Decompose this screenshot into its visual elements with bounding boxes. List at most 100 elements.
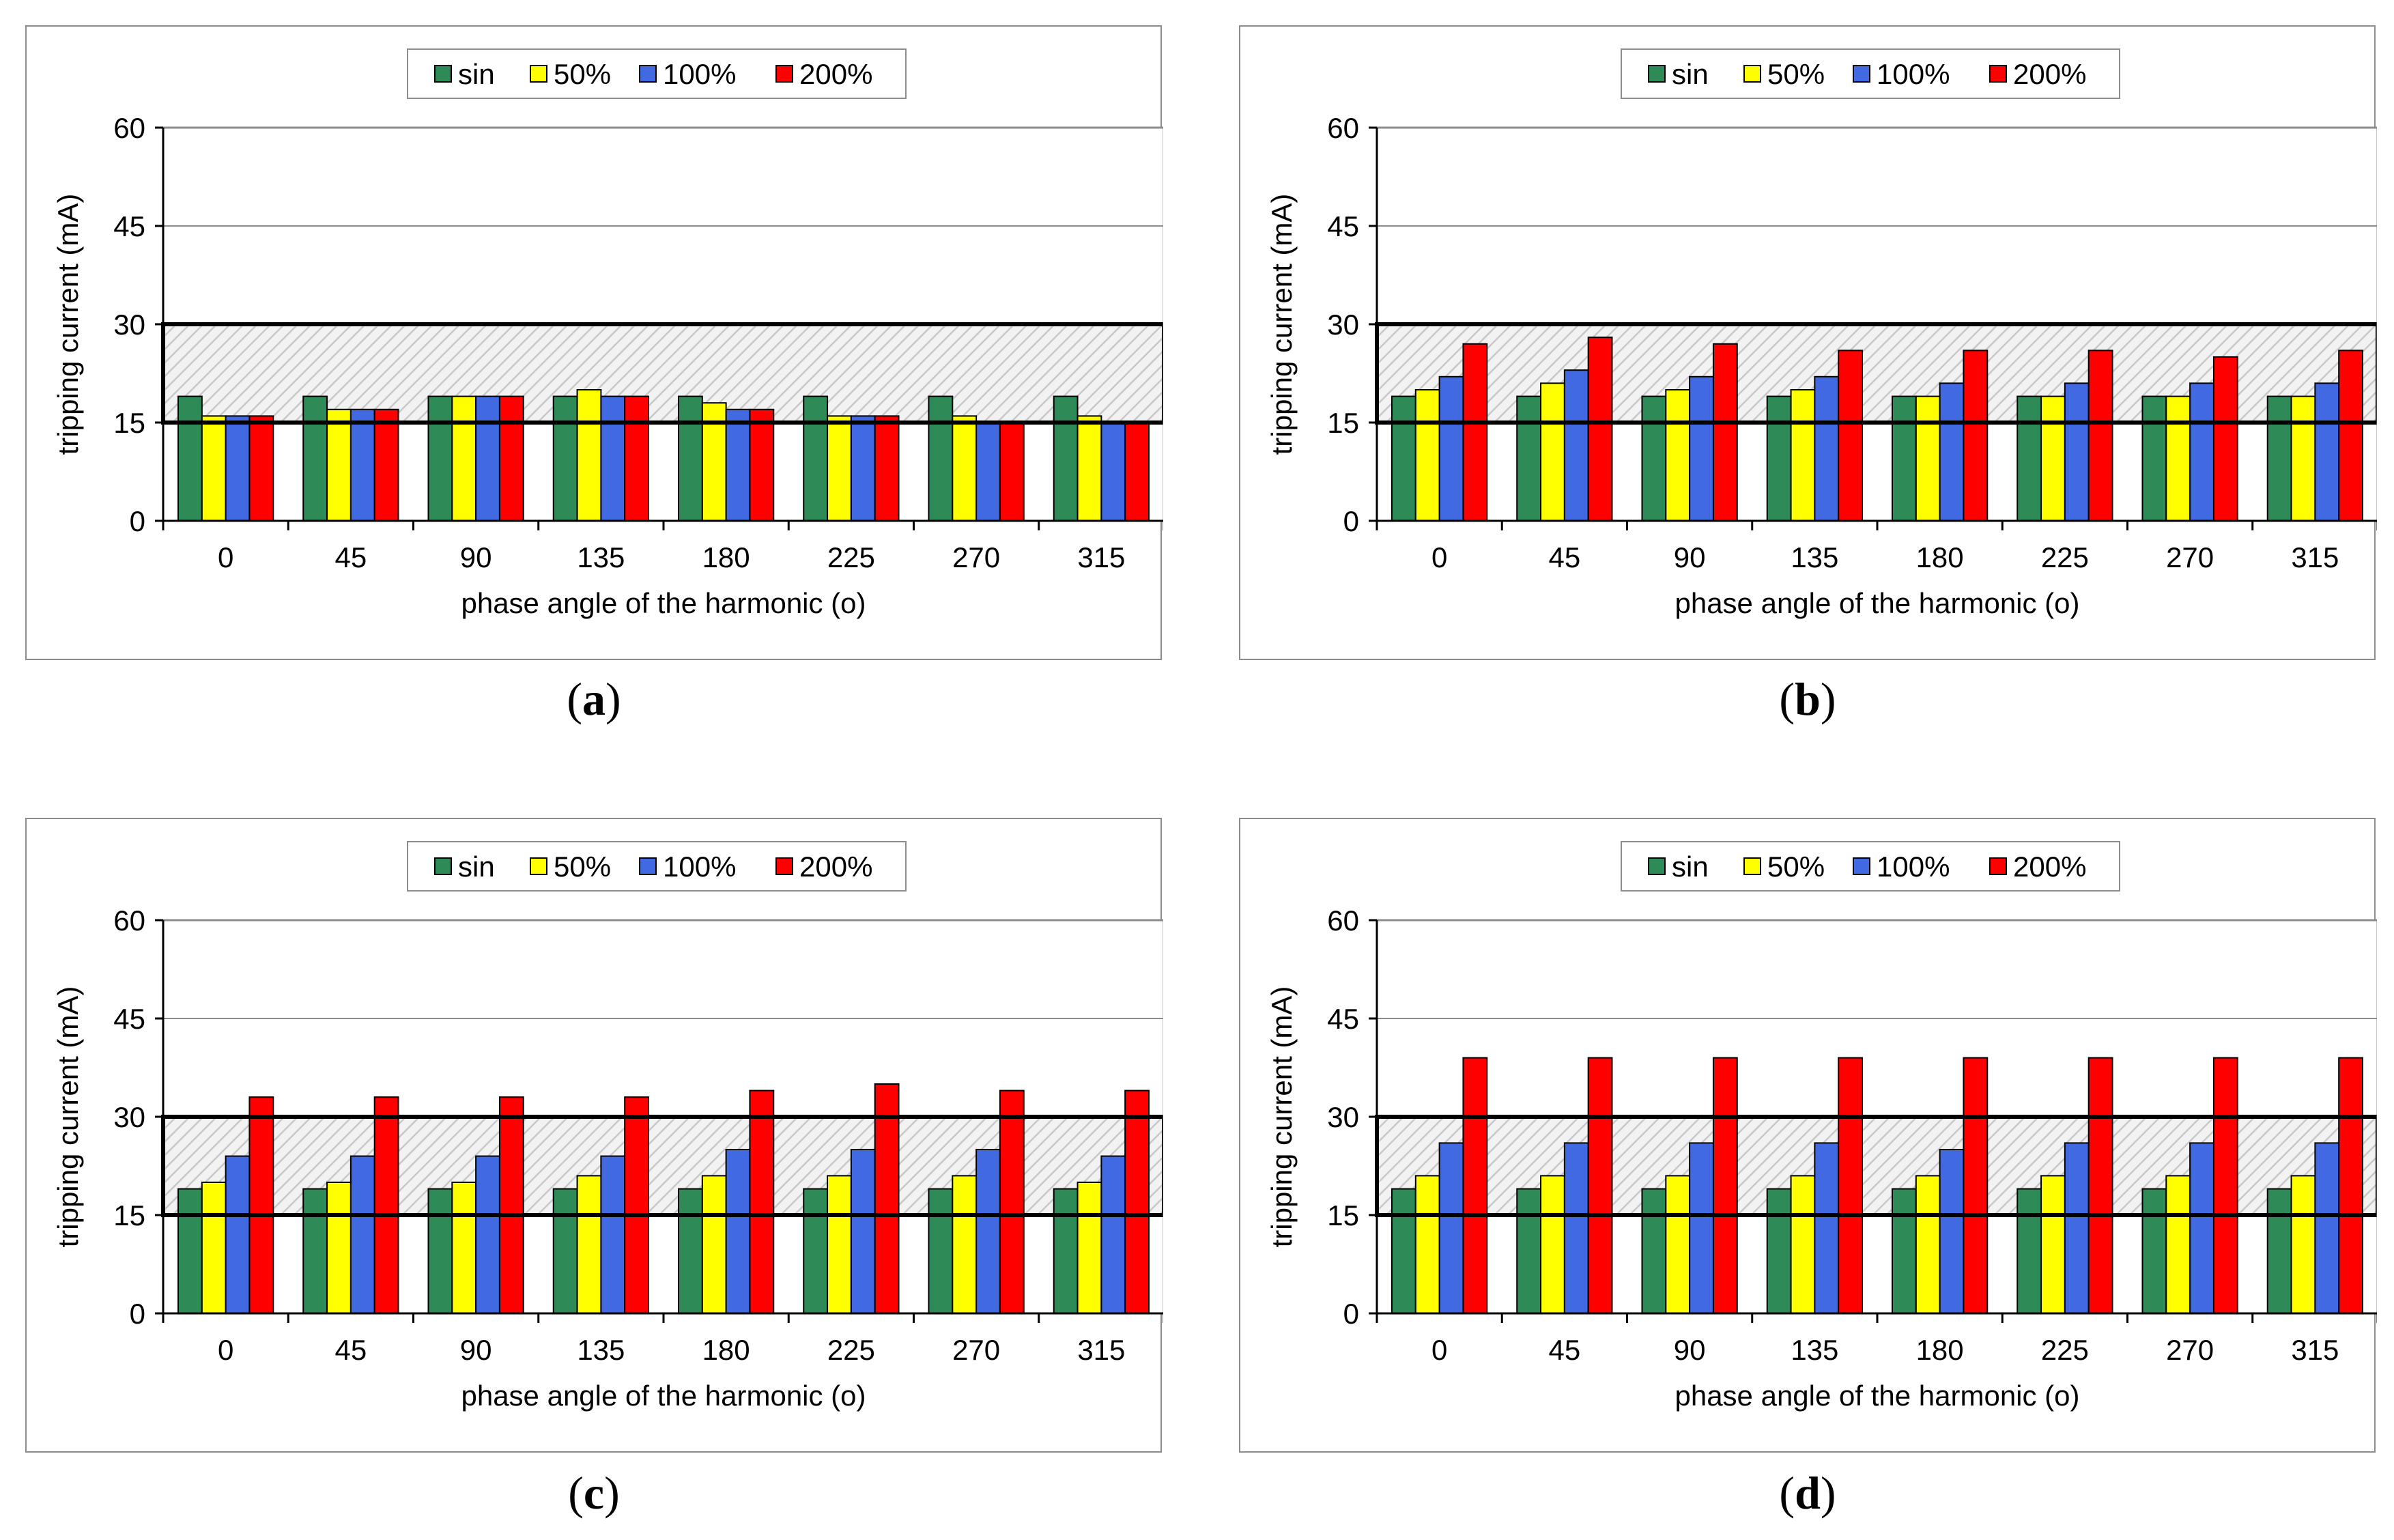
legend-swatch bbox=[1743, 65, 1761, 83]
bar bbox=[498, 1096, 524, 1314]
bar bbox=[952, 1175, 978, 1315]
legend-label: 100% bbox=[1877, 58, 1950, 90]
chart-panel-a: 0 15 30 45 60 0 45 90 135 180 225 270 315 phase angle… bbox=[25, 25, 1163, 660]
bar bbox=[827, 1175, 852, 1315]
bar bbox=[225, 1155, 251, 1314]
legend-swatch bbox=[775, 857, 793, 875]
bar bbox=[552, 1188, 578, 1314]
bar bbox=[952, 415, 978, 522]
bar bbox=[302, 395, 328, 522]
y-tick-label: 0 bbox=[1343, 505, 1359, 537]
legend-swatch bbox=[639, 65, 657, 83]
caption-b: (b) bbox=[1779, 673, 1836, 725]
bar bbox=[2266, 1188, 2292, 1314]
y-tick-label: 30 bbox=[113, 1101, 145, 1133]
bar bbox=[1587, 337, 1613, 522]
x-axis-label: phase angle of the harmonic (o) bbox=[1675, 587, 2079, 619]
bar bbox=[600, 395, 626, 522]
bar bbox=[498, 395, 524, 522]
bar bbox=[248, 415, 274, 522]
x-tick-label: 135 bbox=[1791, 541, 1838, 573]
bar bbox=[1766, 395, 1792, 522]
bar bbox=[326, 1182, 352, 1314]
x-tick-label: 0 bbox=[1431, 541, 1447, 573]
x-tick-label: 45 bbox=[1549, 541, 1581, 573]
bar bbox=[749, 1089, 775, 1314]
bar bbox=[576, 389, 602, 522]
y-tick-label: 30 bbox=[1327, 1101, 1359, 1133]
bar bbox=[874, 1083, 900, 1314]
bar bbox=[2017, 395, 2042, 522]
y-tick-label: 60 bbox=[1327, 112, 1359, 144]
legend: sin 50% 100% 200% bbox=[407, 841, 907, 892]
bar bbox=[1053, 395, 1079, 522]
bar bbox=[1641, 1188, 1667, 1314]
bar bbox=[1391, 1188, 1416, 1314]
y-axis-label: tripping current (mA) bbox=[1266, 986, 1298, 1248]
bar bbox=[1665, 389, 1691, 522]
bar bbox=[201, 415, 227, 522]
bar bbox=[552, 395, 578, 522]
legend-box bbox=[1621, 841, 2120, 892]
bar bbox=[1053, 1188, 1079, 1314]
legend-label: 50% bbox=[554, 58, 611, 90]
bar bbox=[1516, 395, 1542, 522]
legend-label: 100% bbox=[1877, 851, 1950, 883]
legend-label: 200% bbox=[799, 58, 872, 90]
chart-panel-d: 0 15 30 45 60 0 45 90 135 180 225 270 315 phase angle… bbox=[1239, 818, 2377, 1453]
bar bbox=[177, 1188, 203, 1314]
bar bbox=[2040, 1175, 2066, 1315]
legend-swatch bbox=[1853, 65, 1870, 83]
bar bbox=[451, 395, 477, 522]
x-tick-label: 270 bbox=[952, 1334, 1000, 1366]
y-tick-label: 0 bbox=[130, 1298, 145, 1330]
x-tick-label: 270 bbox=[2166, 541, 2214, 573]
bar bbox=[2290, 1175, 2316, 1315]
legend-swatch bbox=[1853, 857, 1870, 875]
y-tick-label: 30 bbox=[113, 309, 145, 341]
bar bbox=[1438, 375, 1464, 522]
bar bbox=[2338, 1057, 2364, 1314]
bar bbox=[975, 1149, 1001, 1314]
bar bbox=[1462, 1057, 1488, 1314]
y-tick-label: 15 bbox=[113, 407, 145, 439]
x-tick-label: 135 bbox=[577, 1334, 625, 1366]
x-tick-label: 45 bbox=[1549, 1334, 1581, 1366]
x-tick-label: 270 bbox=[2166, 1334, 2214, 1366]
bar bbox=[2141, 395, 2167, 522]
x-tick-label: 180 bbox=[1916, 541, 1964, 573]
bar bbox=[475, 395, 500, 522]
bar bbox=[677, 395, 703, 522]
bar bbox=[1790, 1175, 1816, 1315]
bar bbox=[1790, 389, 1816, 522]
bar bbox=[999, 422, 1025, 522]
x-tick-label: 90 bbox=[1674, 541, 1706, 573]
bar bbox=[2040, 395, 2066, 522]
bar bbox=[1712, 1057, 1738, 1314]
bar bbox=[373, 1096, 399, 1314]
bar bbox=[1963, 350, 1989, 522]
bar bbox=[2064, 382, 2090, 522]
bar bbox=[350, 1155, 375, 1314]
bar bbox=[2212, 356, 2238, 522]
bar bbox=[1689, 375, 1714, 522]
highlight-band bbox=[163, 324, 1163, 423]
bar bbox=[302, 1188, 328, 1314]
legend-label: 200% bbox=[799, 851, 872, 883]
legend: sin 50% 100% 200% bbox=[1621, 841, 2120, 892]
legend-swatch bbox=[1989, 65, 2007, 83]
y-tick-label: 60 bbox=[113, 904, 145, 937]
bar bbox=[225, 415, 251, 522]
bar bbox=[2314, 1142, 2340, 1314]
bar bbox=[1838, 1057, 1864, 1314]
y-tick-label: 45 bbox=[1327, 1003, 1359, 1035]
legend: sin 50% 100% 200% bbox=[407, 48, 907, 99]
bar bbox=[1814, 1142, 1840, 1314]
x-tick-label: 225 bbox=[2041, 541, 2089, 573]
bar bbox=[624, 1096, 650, 1314]
bar bbox=[1077, 1182, 1102, 1314]
x-tick-label: 180 bbox=[702, 1334, 750, 1366]
legend-swatch bbox=[434, 65, 452, 83]
x-tick-label: 0 bbox=[218, 1334, 233, 1366]
bar bbox=[1124, 1089, 1150, 1314]
